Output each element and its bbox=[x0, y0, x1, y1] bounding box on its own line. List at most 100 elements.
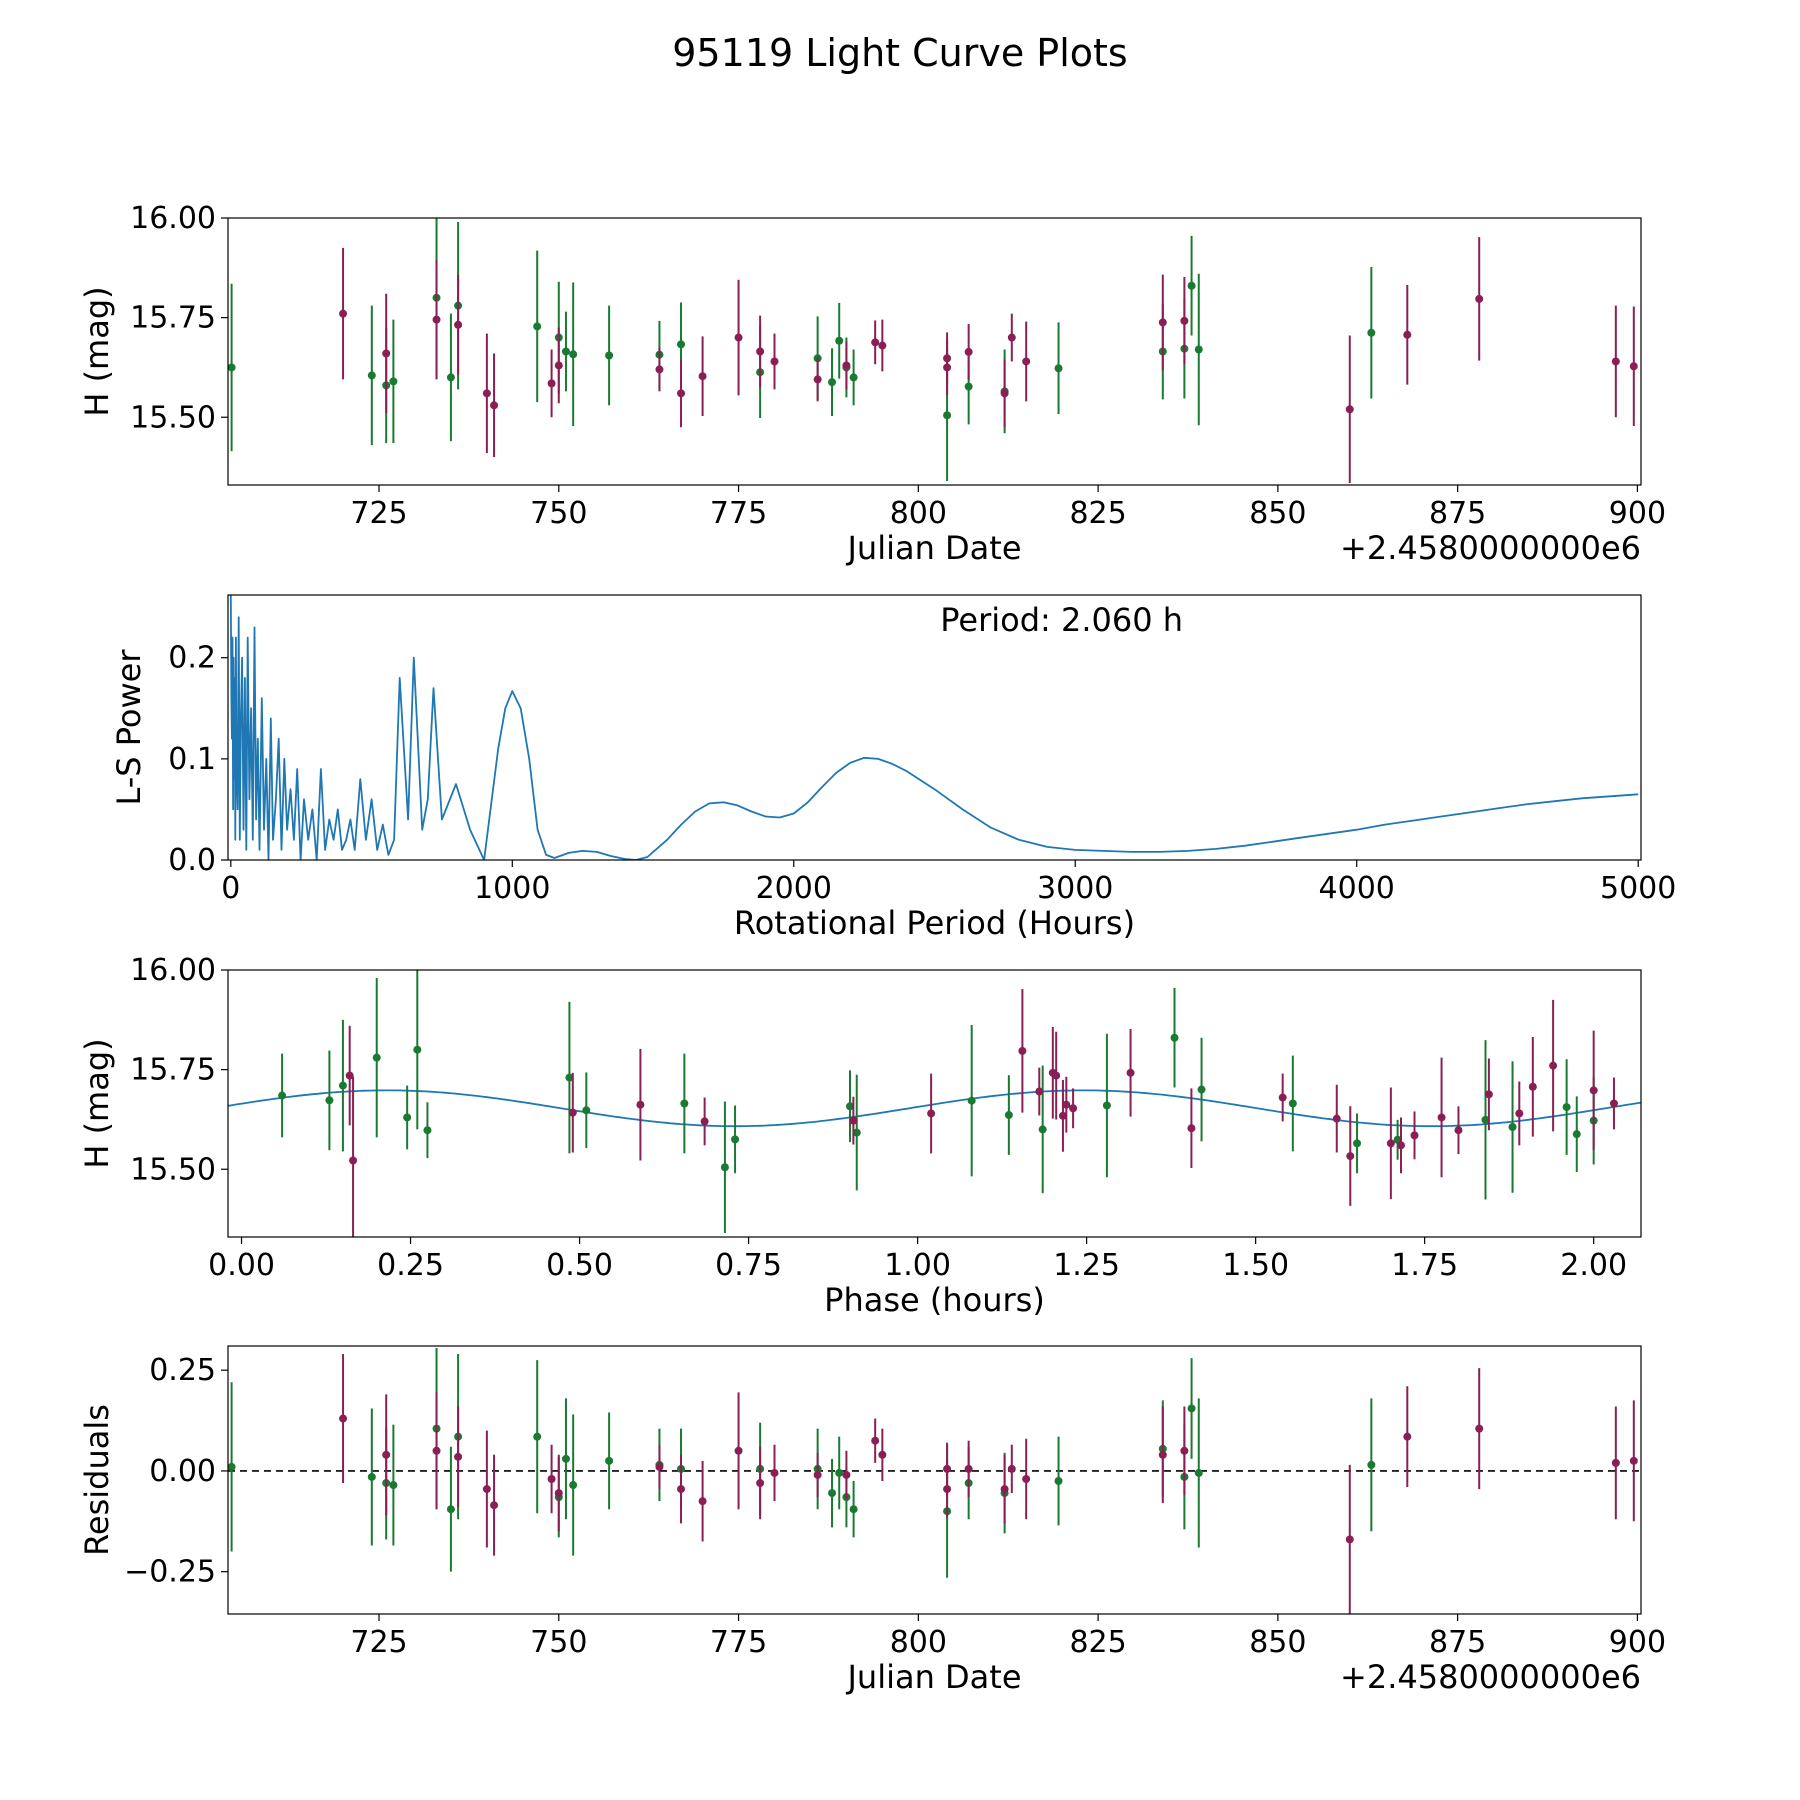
x-tick-label: 800 bbox=[890, 496, 947, 531]
data-point-purple bbox=[454, 1452, 463, 1461]
data-point-purple bbox=[1332, 1114, 1341, 1123]
y-tick-label: 15.50 bbox=[130, 400, 216, 435]
data-point-green bbox=[338, 1081, 347, 1090]
data-point-purple bbox=[1187, 1124, 1196, 1133]
power-series-line bbox=[229, 595, 1639, 860]
axes-frame bbox=[227, 969, 1642, 1238]
data-point-purple bbox=[1484, 1090, 1493, 1099]
x-tick-label: 750 bbox=[530, 496, 587, 531]
data-point-purple bbox=[482, 389, 491, 398]
data-point-purple bbox=[700, 1117, 709, 1126]
y-tick-label: −0.25 bbox=[124, 1555, 216, 1590]
data-point-purple bbox=[1069, 1104, 1078, 1113]
x-tick-label: 850 bbox=[1249, 1625, 1306, 1660]
data-point-purple bbox=[964, 1464, 973, 1473]
data-point-purple bbox=[1629, 1456, 1638, 1465]
x-tick-label: 1.75 bbox=[1391, 1248, 1458, 1283]
data-point-purple bbox=[490, 401, 499, 410]
x-axis-label: Julian Date bbox=[845, 529, 1021, 567]
axes-frame bbox=[227, 594, 1642, 861]
data-point-purple bbox=[1018, 1046, 1027, 1055]
data-point-green bbox=[849, 1505, 858, 1514]
data-point-purple bbox=[1062, 1100, 1071, 1109]
data-point-green bbox=[325, 1096, 334, 1105]
data-point-green bbox=[1187, 281, 1196, 290]
data-point-green bbox=[228, 363, 236, 372]
data-point-green bbox=[605, 1456, 614, 1465]
data-point-purple bbox=[770, 357, 779, 366]
data-point-green bbox=[367, 1472, 376, 1481]
model-fit-curve bbox=[228, 1089, 1641, 1128]
data-point-green bbox=[835, 336, 844, 345]
data-point-green bbox=[533, 322, 542, 331]
data-point-purple bbox=[1180, 316, 1189, 325]
data-point-purple bbox=[1346, 1152, 1355, 1161]
data-point-purple bbox=[849, 1116, 858, 1125]
data-point-purple bbox=[1007, 1464, 1016, 1473]
data-point-green bbox=[1353, 1139, 1362, 1148]
x-tick-label: 800 bbox=[890, 1625, 947, 1660]
figure-title: 95119 Light Curve Plots bbox=[672, 31, 1127, 75]
x-tick-label: 0.25 bbox=[377, 1248, 444, 1283]
data-point-purple bbox=[1410, 1131, 1419, 1140]
x-tick-label: 2000 bbox=[756, 871, 832, 906]
data-point-purple bbox=[655, 1462, 664, 1471]
y-tick-label: 0.25 bbox=[149, 1353, 216, 1388]
data-point-green bbox=[720, 1163, 729, 1172]
x-tick-label: 900 bbox=[1609, 1625, 1666, 1660]
data-point-purple bbox=[1528, 1082, 1537, 1091]
x-tick-label: 2.00 bbox=[1560, 1248, 1627, 1283]
axes-frame bbox=[227, 217, 1642, 486]
x-tick-label: 825 bbox=[1069, 496, 1126, 531]
data-point-purple bbox=[1007, 333, 1016, 342]
data-point-green bbox=[1102, 1101, 1111, 1110]
plot-area bbox=[228, 218, 1638, 484]
x-tick-label: 825 bbox=[1069, 1625, 1126, 1660]
data-point-green bbox=[403, 1113, 412, 1122]
axes-frame bbox=[227, 1345, 1642, 1615]
data-point-purple bbox=[554, 361, 563, 370]
data-point-purple bbox=[1611, 1458, 1620, 1467]
data-point-green bbox=[1170, 1033, 1179, 1042]
data-point-green bbox=[731, 1135, 740, 1144]
data-point-green bbox=[1288, 1099, 1297, 1108]
data-point-purple bbox=[454, 320, 463, 329]
data-point-purple bbox=[547, 379, 556, 388]
panel-light-curve: 725 750 775 800 825 850 875 900 15.50 15.75 16.00 J… bbox=[78, 201, 1666, 567]
x-tick-label: 0.50 bbox=[546, 1248, 613, 1283]
data-point-purple bbox=[655, 365, 664, 374]
plot-area bbox=[228, 970, 1641, 1237]
y-tick-label: 15.75 bbox=[130, 1053, 216, 1088]
data-point-green bbox=[680, 1099, 689, 1108]
data-point-purple bbox=[1278, 1093, 1287, 1102]
data-point-purple bbox=[677, 389, 686, 398]
data-point-green bbox=[582, 1106, 591, 1115]
data-point-green bbox=[1054, 1477, 1063, 1486]
data-point-purple bbox=[943, 363, 952, 372]
data-point-green bbox=[278, 1091, 287, 1100]
x-tick-label: 750 bbox=[530, 1625, 587, 1660]
y-tick-label: 0.00 bbox=[149, 1454, 216, 1489]
data-point-purple bbox=[432, 315, 441, 324]
data-point-purple bbox=[1035, 1087, 1044, 1096]
data-point-purple bbox=[770, 1468, 779, 1477]
data-point-purple bbox=[1126, 1068, 1135, 1077]
y-tick-label: 0.1 bbox=[168, 742, 216, 777]
data-point-purple bbox=[878, 1450, 887, 1459]
x-tick-label: 875 bbox=[1429, 496, 1486, 531]
data-point-purple bbox=[1549, 1061, 1558, 1070]
data-point-green bbox=[1054, 364, 1063, 373]
plot-area bbox=[229, 595, 1639, 860]
data-point-purple bbox=[345, 1071, 354, 1080]
data-point-purple bbox=[698, 372, 707, 381]
data-point-purple bbox=[1386, 1139, 1395, 1148]
data-point-green bbox=[1194, 1468, 1203, 1477]
data-point-purple bbox=[1403, 1432, 1412, 1441]
data-point-purple bbox=[677, 1485, 686, 1494]
y-tick-label: 0.0 bbox=[168, 843, 216, 878]
data-point-green bbox=[446, 373, 455, 382]
data-point-purple bbox=[339, 309, 348, 318]
x-offset-text: +2.4580000000e6 bbox=[1340, 529, 1641, 567]
data-point-purple bbox=[842, 361, 851, 370]
data-point-purple bbox=[382, 349, 391, 358]
